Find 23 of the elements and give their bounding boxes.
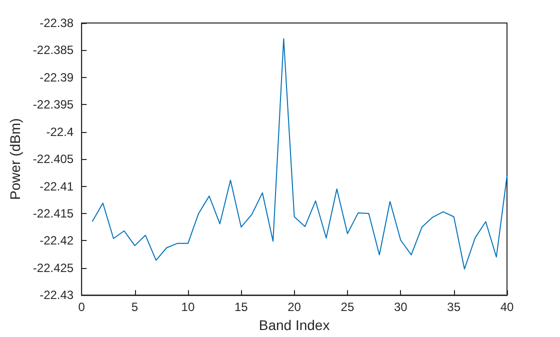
y-tick-label: -22.4: [46, 124, 74, 139]
y-tick-label: -22.405: [32, 152, 74, 166]
y-tick-label: -22.395: [32, 98, 74, 112]
x-tick-label: 10: [181, 300, 195, 314]
x-tick-label: 30: [394, 300, 408, 314]
y-tick-label: -22.43: [40, 288, 74, 302]
line-series: [92, 38, 508, 270]
x-tick-label: 5: [131, 300, 138, 314]
y-axis-title: Power (dBm): [7, 118, 23, 200]
y-tick-label: -22.385: [32, 43, 74, 58]
x-tick-label: 25: [340, 300, 354, 314]
y-tick-label: -22.415: [32, 206, 74, 220]
x-tick-label: 20: [288, 300, 302, 314]
x-tick-label: 15: [234, 300, 248, 314]
y-tick-label: -22.38: [40, 16, 74, 30]
y-tick-label: -22.41: [40, 179, 74, 194]
y-tick-label: -22.39: [40, 70, 74, 84]
x-tick-label: 35: [447, 300, 461, 314]
x-tick-label: 0: [78, 300, 86, 314]
y-tick-label: -22.425: [32, 260, 74, 275]
y-tick-label: -22.42: [40, 234, 74, 248]
x-tick-label: 40: [500, 300, 514, 314]
x-axis-title: Band Index: [258, 317, 330, 333]
